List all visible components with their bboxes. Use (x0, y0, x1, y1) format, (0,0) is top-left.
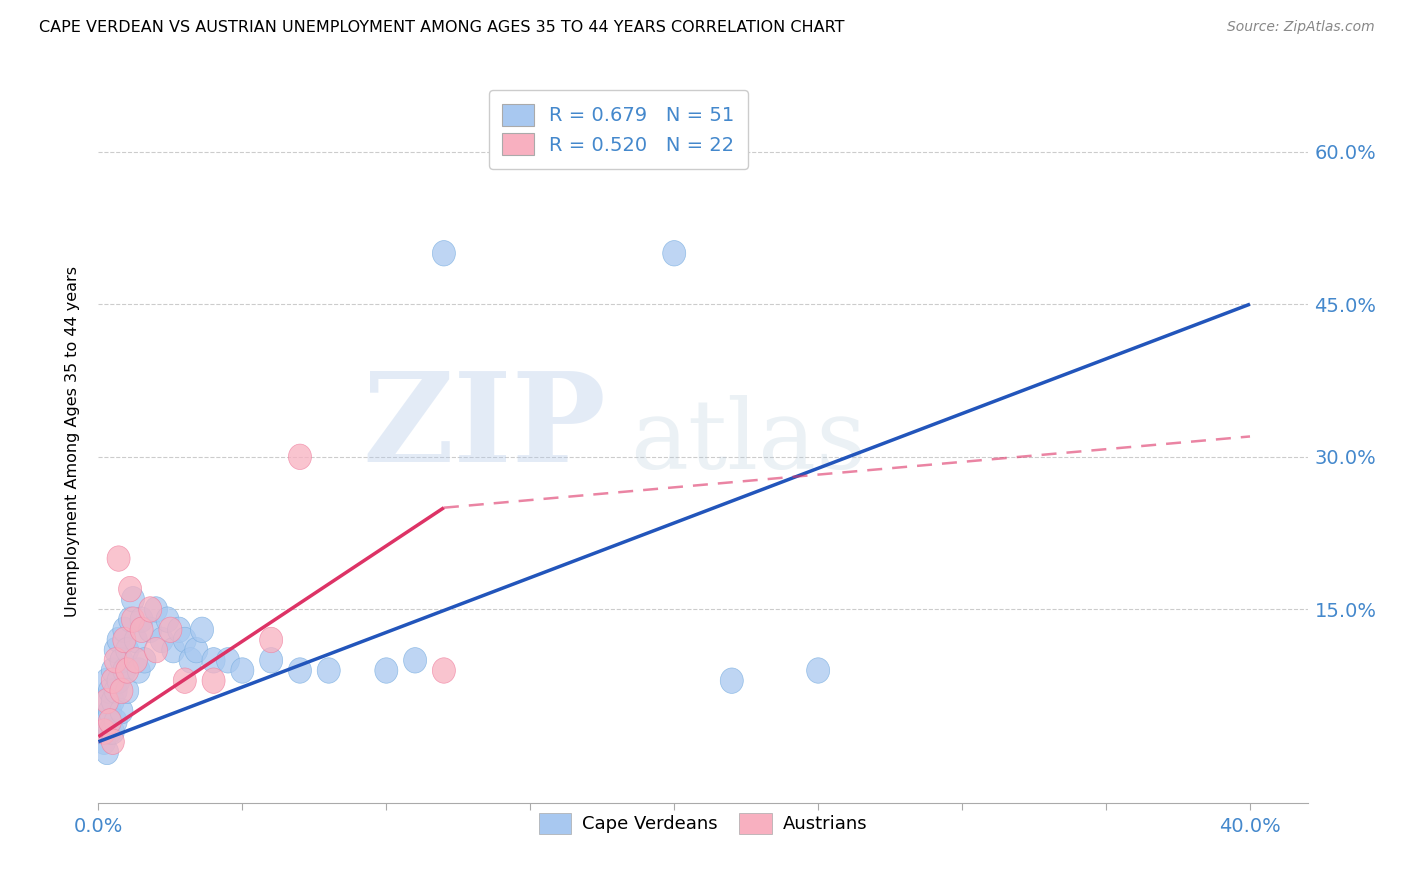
Ellipse shape (231, 657, 254, 683)
Ellipse shape (131, 607, 153, 632)
Ellipse shape (98, 708, 121, 734)
Ellipse shape (115, 638, 139, 663)
Ellipse shape (318, 657, 340, 683)
Ellipse shape (260, 648, 283, 673)
Ellipse shape (104, 678, 127, 704)
Ellipse shape (101, 689, 124, 714)
Ellipse shape (118, 576, 142, 602)
Ellipse shape (121, 587, 145, 612)
Ellipse shape (173, 627, 197, 653)
Ellipse shape (375, 657, 398, 683)
Ellipse shape (720, 668, 744, 693)
Ellipse shape (104, 708, 127, 734)
Ellipse shape (115, 678, 139, 704)
Y-axis label: Unemployment Among Ages 35 to 44 years: Unemployment Among Ages 35 to 44 years (65, 266, 80, 617)
Ellipse shape (101, 729, 124, 755)
Ellipse shape (107, 546, 131, 571)
Ellipse shape (112, 617, 136, 642)
Ellipse shape (288, 444, 312, 469)
Ellipse shape (404, 648, 426, 673)
Ellipse shape (112, 657, 136, 683)
Ellipse shape (124, 627, 148, 653)
Ellipse shape (110, 648, 134, 673)
Ellipse shape (433, 657, 456, 683)
Ellipse shape (96, 668, 118, 693)
Ellipse shape (150, 627, 173, 653)
Ellipse shape (127, 657, 150, 683)
Ellipse shape (101, 719, 124, 744)
Ellipse shape (167, 617, 191, 642)
Ellipse shape (191, 617, 214, 642)
Ellipse shape (121, 607, 145, 632)
Ellipse shape (202, 668, 225, 693)
Legend: Cape Verdeans, Austrians: Cape Verdeans, Austrians (531, 805, 875, 841)
Ellipse shape (131, 617, 153, 642)
Ellipse shape (162, 638, 184, 663)
Text: ZIP: ZIP (363, 367, 606, 488)
Ellipse shape (662, 241, 686, 266)
Ellipse shape (93, 719, 115, 744)
Ellipse shape (101, 657, 124, 683)
Ellipse shape (93, 689, 115, 714)
Ellipse shape (98, 719, 121, 744)
Ellipse shape (807, 657, 830, 683)
Text: atlas: atlas (630, 394, 866, 489)
Ellipse shape (159, 617, 181, 642)
Ellipse shape (118, 607, 142, 632)
Ellipse shape (93, 729, 115, 755)
Ellipse shape (112, 627, 136, 653)
Ellipse shape (139, 597, 162, 623)
Ellipse shape (260, 627, 283, 653)
Ellipse shape (90, 708, 112, 734)
Ellipse shape (145, 638, 167, 663)
Ellipse shape (107, 627, 131, 653)
Ellipse shape (184, 638, 208, 663)
Ellipse shape (139, 617, 162, 642)
Ellipse shape (101, 668, 124, 693)
Ellipse shape (134, 648, 156, 673)
Ellipse shape (115, 657, 139, 683)
Ellipse shape (179, 648, 202, 673)
Ellipse shape (96, 689, 118, 714)
Ellipse shape (104, 648, 127, 673)
Ellipse shape (124, 648, 148, 673)
Ellipse shape (110, 698, 134, 724)
Ellipse shape (156, 607, 179, 632)
Ellipse shape (98, 698, 121, 724)
Ellipse shape (433, 241, 456, 266)
Ellipse shape (217, 648, 239, 673)
Text: Source: ZipAtlas.com: Source: ZipAtlas.com (1227, 20, 1375, 34)
Ellipse shape (98, 678, 121, 704)
Ellipse shape (173, 668, 197, 693)
Ellipse shape (96, 739, 118, 764)
Text: CAPE VERDEAN VS AUSTRIAN UNEMPLOYMENT AMONG AGES 35 TO 44 YEARS CORRELATION CHAR: CAPE VERDEAN VS AUSTRIAN UNEMPLOYMENT AM… (39, 20, 845, 35)
Ellipse shape (202, 648, 225, 673)
Ellipse shape (96, 708, 118, 734)
Ellipse shape (288, 657, 312, 683)
Ellipse shape (107, 668, 131, 693)
Ellipse shape (145, 597, 167, 623)
Ellipse shape (104, 638, 127, 663)
Ellipse shape (110, 678, 134, 704)
